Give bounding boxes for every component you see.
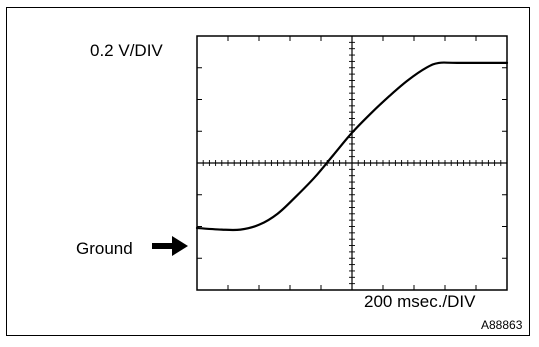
vertical-scale-label: 0.2 V/DIV xyxy=(90,41,163,60)
ground-label: Ground xyxy=(76,239,133,258)
arrow-right-icon xyxy=(152,236,188,256)
horizontal-scale-label: 200 msec./DIV xyxy=(364,292,476,311)
figure-id: A88863 xyxy=(481,318,523,332)
graticule xyxy=(196,35,508,291)
waveform-trace xyxy=(195,61,509,232)
